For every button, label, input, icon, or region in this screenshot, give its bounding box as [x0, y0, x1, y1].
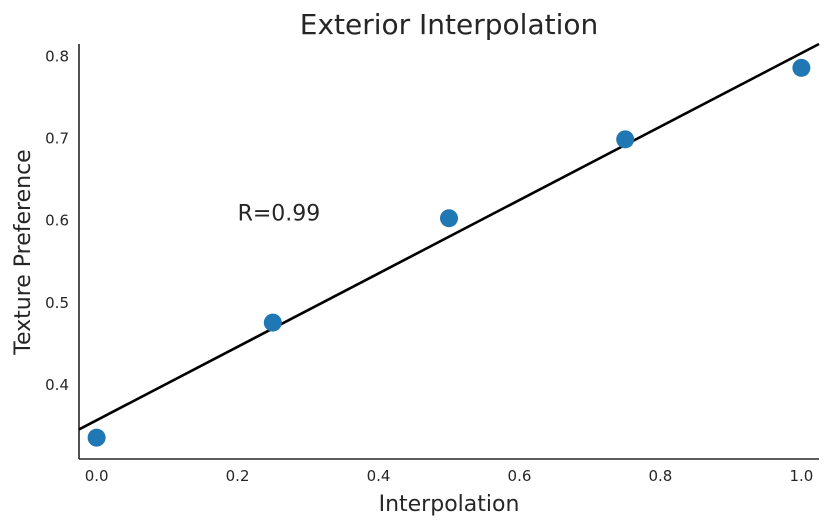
- plot-area: 0.0 0.2 0.4 0.6 0.8 1.0 0.4 0.5 0.6 0.7 0.8 R=0.99: [45, 42, 820, 485]
- data-point: [87, 428, 106, 447]
- y-tick-label: 0.7: [45, 130, 69, 148]
- y-tick-label: 0.6: [45, 212, 69, 230]
- x-tick-label: 0.8: [648, 467, 672, 485]
- x-tick-label: 0.6: [508, 467, 532, 485]
- x-tick-label: 0.2: [226, 467, 250, 485]
- y-tick-label: 0.5: [45, 294, 69, 312]
- fit-line: [78, 42, 820, 431]
- chart-title: Exterior Interpolation: [300, 8, 599, 41]
- y-axis-label: Texture Preference: [11, 149, 36, 355]
- correlation-annotation: R=0.99: [238, 202, 321, 227]
- data-point: [440, 209, 458, 228]
- data-point: [792, 58, 811, 77]
- x-axis-label: Interpolation: [379, 492, 520, 517]
- x-tick-label: 0.4: [367, 467, 391, 485]
- y-tick-label: 0.4: [45, 376, 69, 394]
- x-tick-label: 1.0: [789, 467, 813, 485]
- y-tick-label: 0.8: [45, 47, 69, 65]
- data-point: [263, 313, 282, 332]
- data-point: [616, 130, 635, 149]
- x-tick-label: 0.0: [85, 467, 109, 485]
